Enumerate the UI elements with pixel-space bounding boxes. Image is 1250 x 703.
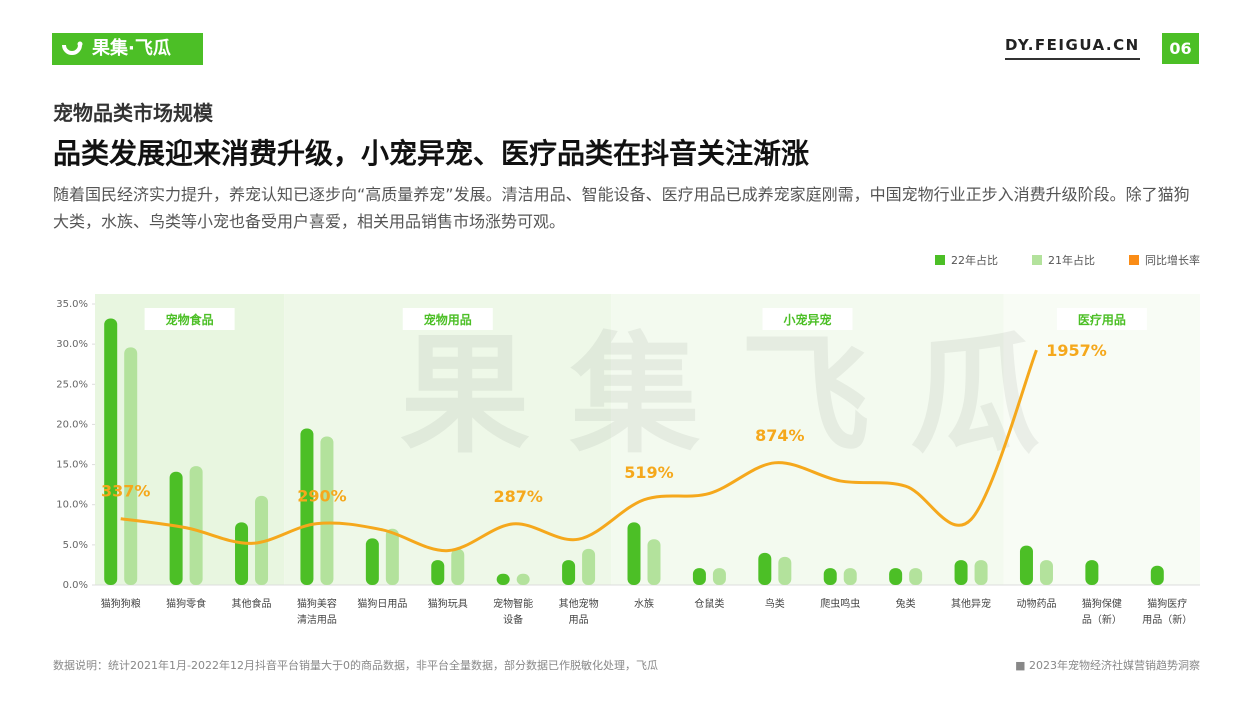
site-url: DY.FEIGUA.CN [1005,36,1140,60]
bar [320,436,334,585]
bar [758,552,772,585]
bar [365,538,379,585]
bar [235,522,249,585]
bar [169,471,183,585]
bar [974,560,988,585]
group-label: 宠物用品 [424,312,472,327]
growth-line [120,349,1038,553]
legend-label: 22年占比 [951,253,998,267]
bar [712,568,726,585]
bar [843,568,857,585]
bar [909,568,923,585]
group-label-box [144,308,235,330]
logo-text: 果集·飞瓜 [92,38,171,59]
x-tick-label: 动物药品 [1016,599,1057,610]
group-label-box [762,308,853,330]
y-tick-label: 15.0% [56,460,88,471]
bar [627,522,641,585]
report-name: ■ 2023年宠物经济社媒营销趋势洞察 [1015,659,1200,672]
y-tick-label: 0.0% [63,580,88,591]
bar [1019,545,1033,585]
bar [823,568,837,585]
bar [300,428,314,585]
bar [582,548,596,585]
bar [1085,560,1099,585]
data-label: 337% [101,482,150,501]
bar [562,560,576,585]
logo: 果集·飞瓜 [52,33,203,65]
logo-icon [62,41,83,55]
y-tick-label: 5.0% [63,540,88,551]
legend-label: 21年占比 [1048,253,1095,267]
group-label: 小宠异宠 [784,312,832,327]
bar [431,560,445,585]
bar [692,568,706,585]
y-tick-label: 10.0% [56,500,88,511]
data-label: 1957% [1046,341,1107,360]
x-tick-label: 宠物智能 设备 [493,599,534,626]
x-tick-label: 其他异宠 [951,599,992,610]
title: 品类发展迎来消费升级，小宠异宠、医疗品类在抖音关注渐涨 [53,137,810,170]
x-tick-label: 猫狗日用品 [357,599,408,610]
description: 随着国民经济实力提升，养宠认知已逐步向“高质量养宠”发展。清洁用品、智能设备、医… [53,185,1190,231]
bar [385,528,399,585]
x-tick-label: 猫狗零食 [166,599,207,610]
watermark: 果集飞瓜 [400,319,1080,471]
bar [1150,565,1164,585]
bar [496,573,510,585]
bar [1039,560,1053,585]
data-label: 874% [755,426,804,445]
y-tick-label: 25.0% [56,379,88,390]
group-label-box [1056,308,1147,330]
legend-label: 同比增长率 [1145,253,1200,267]
bar [189,466,203,585]
bar [124,347,138,585]
x-tick-label: 其他宠物 用品 [558,599,599,626]
bar [778,556,792,585]
group-background [1003,294,1200,585]
bar [889,568,903,585]
y-tick-label: 20.0% [56,419,88,430]
data-label: 287% [493,487,542,506]
y-tick-label: 30.0% [56,339,88,350]
data-label: 519% [624,463,673,482]
legend-swatch [935,255,945,265]
x-tick-label: 其他食品 [231,599,272,610]
x-tick-label: 水族 [634,599,654,610]
data-label: 290% [297,487,346,506]
x-tick-label: 猫狗狗粮 [100,599,141,610]
group-background [611,294,1004,585]
bar [516,573,530,585]
y-tick-label: 35.0% [56,299,88,310]
x-tick-label: 猫狗玩具 [427,599,468,610]
x-tick-label: 仓鼠类 [694,599,725,610]
legend-swatch [1032,255,1042,265]
x-tick-label: 兔类 [895,599,916,610]
x-tick-label: 猫狗美容 清洁用品 [296,599,337,626]
x-tick-label: 鸟类 [764,599,785,610]
subtitle: 宠物品类市场规模 [53,101,213,125]
x-tick-label: 猫狗保健 品（新） [1081,599,1122,626]
legend-swatch [1129,255,1139,265]
page-number: 06 [1162,33,1199,64]
group-label: 宠物食品 [166,312,214,327]
bar [451,548,465,585]
bar [954,560,968,585]
x-tick-label: 猫狗医疗 用品（新） [1142,599,1193,626]
bar [104,318,118,585]
footnote: 数据说明：统计2021年1月-2022年12月抖音平台销量大于0的商品数据，非平… [53,659,658,672]
x-tick-label: 爬虫鸣虫 [820,599,861,610]
group-label: 医疗用品 [1078,312,1126,327]
bar [647,539,661,585]
group-label-box [402,308,493,330]
